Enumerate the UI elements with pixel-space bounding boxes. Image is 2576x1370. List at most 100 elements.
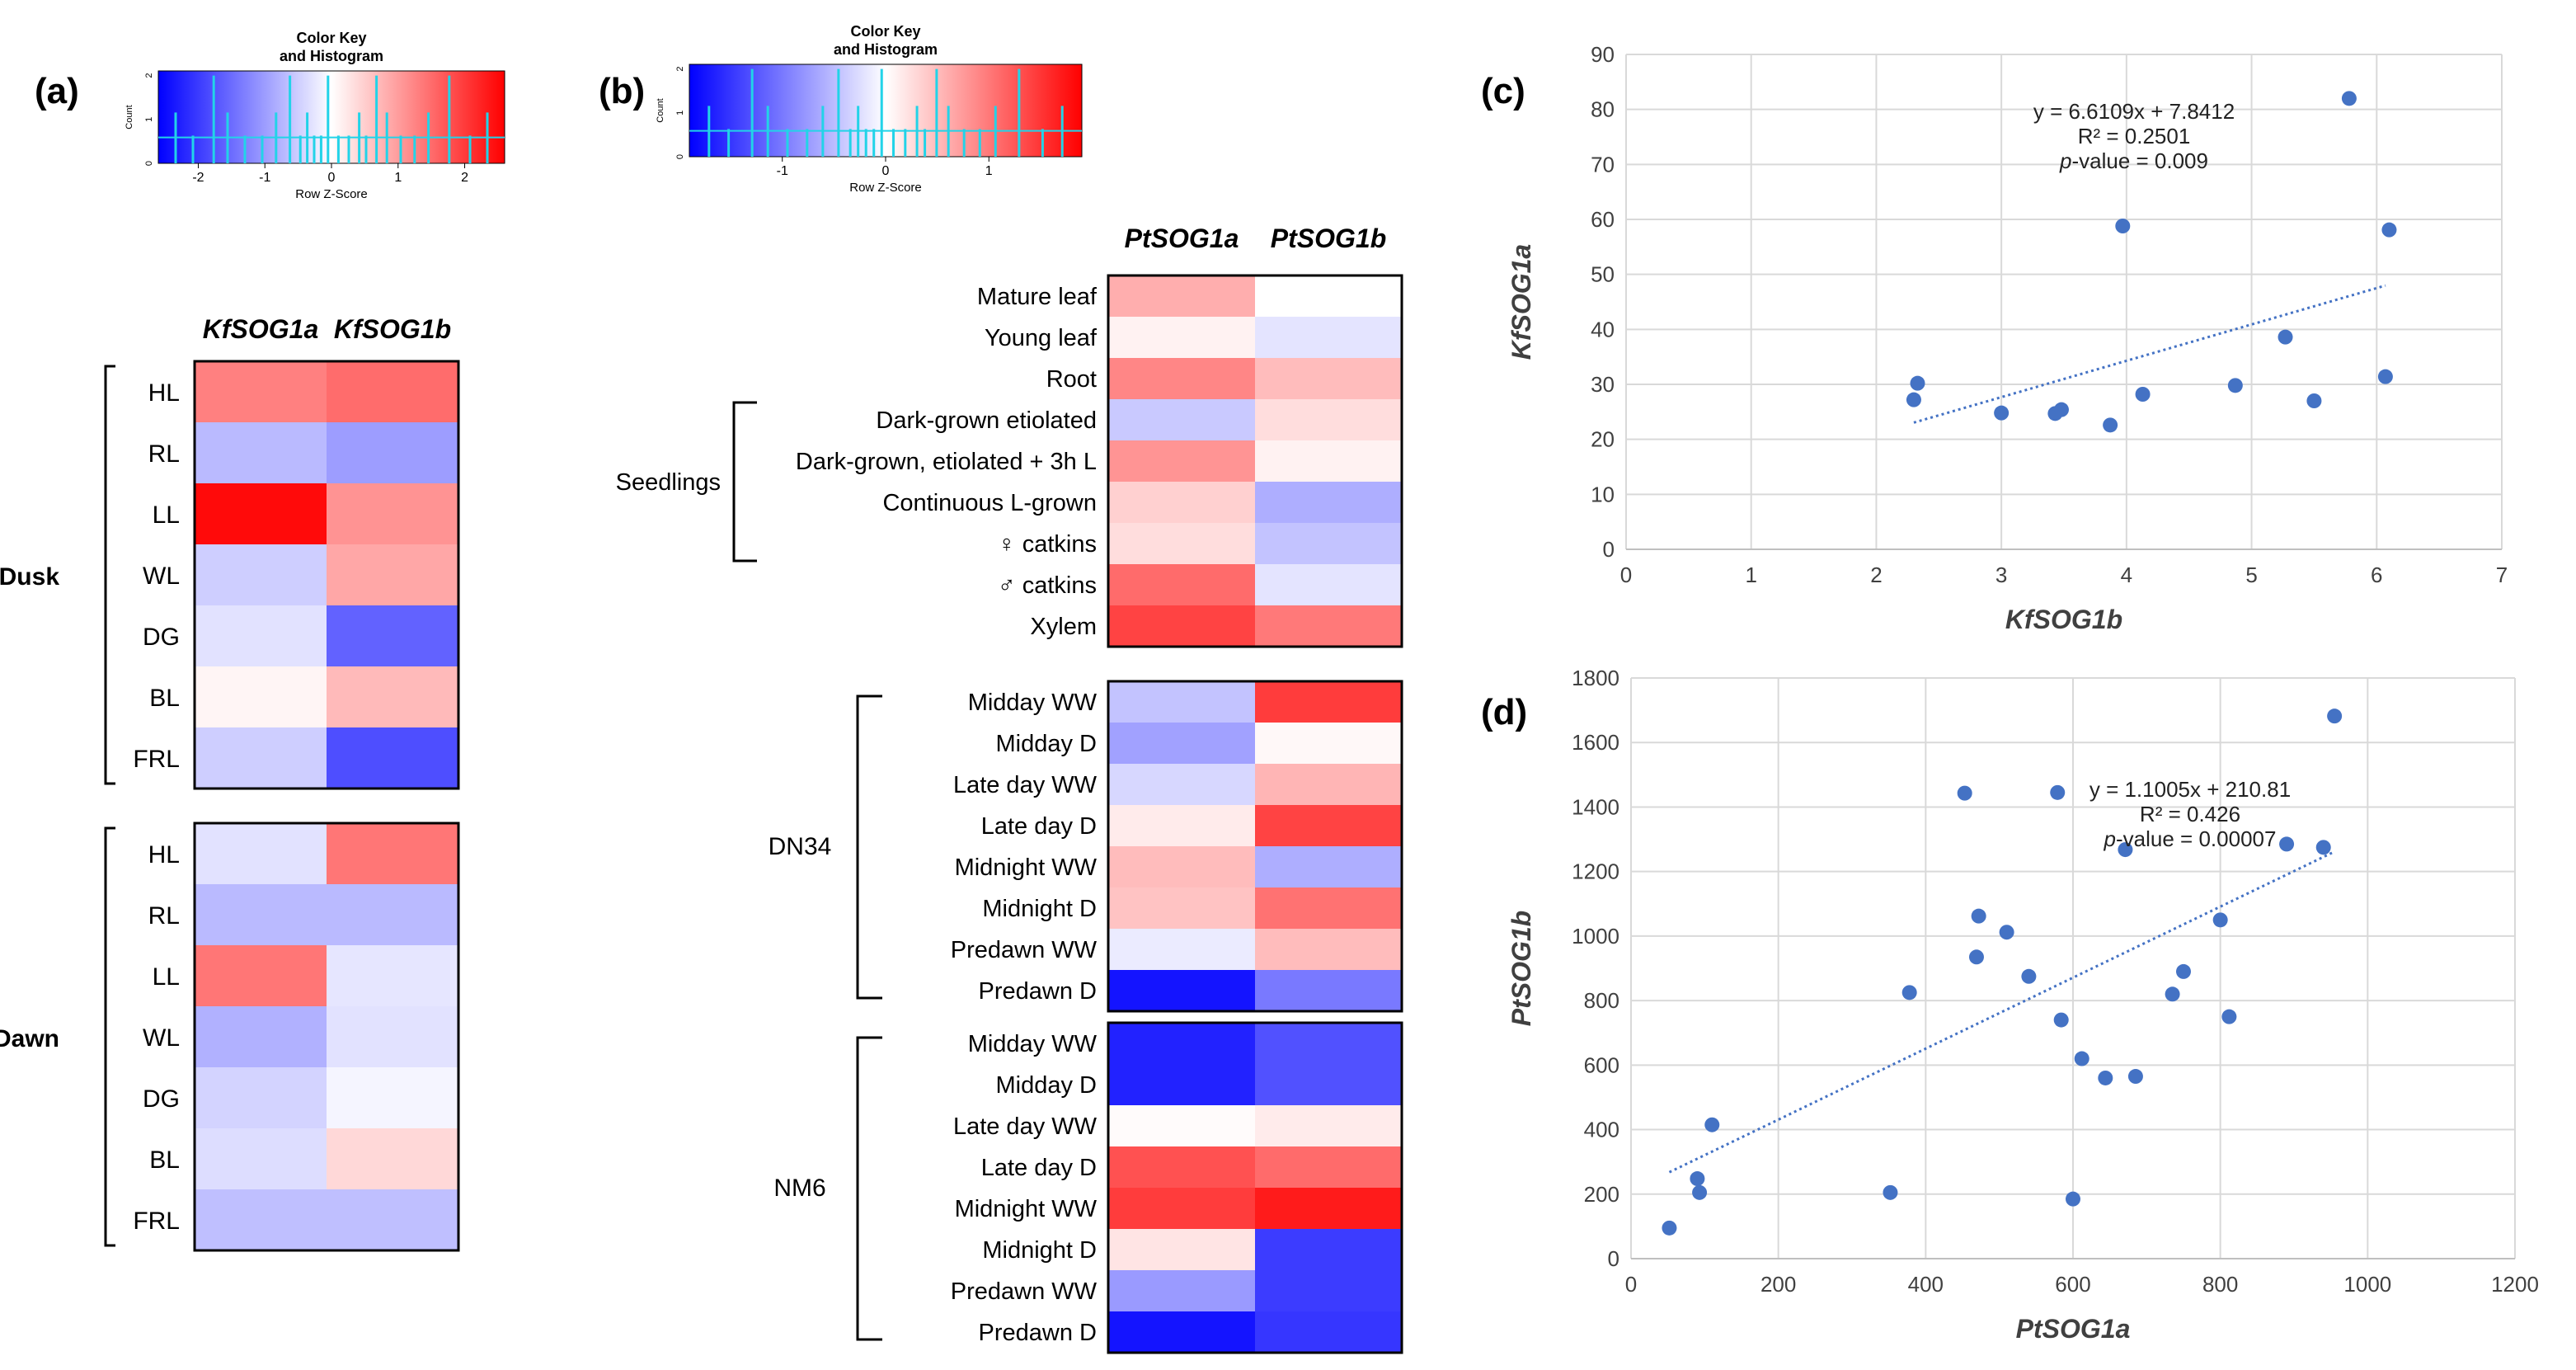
y-tick-label: 1000 [1572,924,1619,949]
heatmap-cell [1255,723,1402,764]
row-label: Midnight WW [955,854,1098,881]
row-label: Predawn D [979,1320,1097,1346]
x-tick-label: 4 [2121,563,2132,587]
y-tick-label: 1400 [1572,794,1619,819]
row-label: Xylem [1030,614,1097,640]
x-tick-label: 600 [2055,1272,2090,1297]
x-tick-label: 1200 [2491,1272,2539,1297]
heatmap-cell [1108,970,1255,1011]
color-key-xtick: 1 [985,164,993,178]
color-key-a: Color Key and Histogram Count 0 1 2 -2 -1 0 1 2 Row… [125,30,505,201]
heatmap-cell [195,1189,327,1250]
row-label: Midday D [996,731,1098,757]
heatmap-cell [327,605,458,666]
data-point [2278,329,2293,345]
row-label: DG [143,1085,180,1113]
group-label: Dawn [0,1025,59,1052]
heatmap-cell [327,1189,458,1250]
data-point [1999,925,2014,940]
data-point [1906,392,1921,407]
x-tick-label: 0 [1620,563,1632,587]
panel-label-d: (d) [1481,692,1527,732]
data-point [2227,378,2243,393]
heatmap-border [193,822,460,1252]
row-label: Young leaf [985,325,1098,351]
r-squared: R² = 0.426 [2140,802,2240,826]
color-key-xlabel: Row Z-Score [295,187,368,201]
heatmap-cell [1255,358,1402,399]
color-key-xtick: 0 [328,171,336,185]
row-label: Mature leaf [977,284,1098,310]
heatmap-cell [327,945,458,1006]
scatter-chart-c: 0 10 20 30 40 50 60 70 80 90 0 1 2 3 4 5 6 7 KfSOG1b KfSOG1… [1507,42,2508,634]
row-label: ♂ catkins [998,572,1097,599]
heatmap-cell [1108,564,1255,605]
data-point [2021,968,2037,984]
heatmap-b-headers: PtSOG1a PtSOG1b [1125,224,1387,253]
row-label: FRL [133,1208,180,1235]
row-label: Late day WW [953,772,1098,798]
group-bracket [856,694,882,1000]
data-point [2176,963,2191,979]
data-point [2115,219,2131,233]
heatmap-cell [195,422,327,483]
p-value-symbol: p [2104,826,2116,851]
heatmap-cell [1255,681,1402,723]
heatmap-cell [195,727,327,789]
data-point [1901,985,1917,1000]
color-key-xlabel: Row Z-Score [849,181,922,195]
color-key-bar [157,70,505,164]
data-point [2074,1051,2089,1066]
x-tick-label: 1 [1745,563,1756,587]
heatmap-cell [1255,929,1402,970]
heatmap-cell [327,544,458,605]
trendline-equation: y = 6.6109x + 7.8412 [2033,99,2235,124]
heatmap-cell [1108,1270,1255,1311]
data-point [1704,1117,1720,1132]
heatmap-b: Mature leaf Young leaf Root Dark-grown etio… [616,274,1403,1354]
row-label: Midday D [996,1072,1098,1099]
x-tick-label: 2 [1870,563,1882,587]
p-value-text: -value = 0.00007 [2116,826,2276,851]
heatmap-cell [327,483,458,544]
heatmap-cell [1108,1105,1255,1146]
y-tick-label: 30 [1591,372,1615,397]
data-point [1968,949,1984,965]
row-label: Predawn WW [951,937,1098,963]
heatmap-cell [1255,1064,1402,1105]
row-label: ♀ catkins [998,531,1097,558]
color-key-xtick: -1 [777,164,788,178]
data-point [2127,1069,2143,1085]
data-point [1690,1171,1705,1187]
heatmap-cell [1108,1064,1255,1105]
heatmap-cell [195,1006,327,1067]
row-label: Midday WW [968,690,1098,716]
y-tick-label: 10 [1591,482,1615,506]
row-label: Dark-grown, etiolated + 3h L [796,449,1097,475]
row-label: Midday WW [968,1031,1098,1057]
heatmap-cell [1255,1188,1402,1229]
heatmap-cell [1108,399,1255,440]
scatter-chart-d: 0 200 400 600 800 1000 1200 1400 1600 1800 0 200 400… [1507,666,2539,1344]
y-axis-label: KfSOG1a [1507,244,1536,360]
heatmap-cell [327,1128,458,1189]
heatmap-cell [1255,523,1402,564]
row-label: HL [148,379,180,407]
heatmap-cell [195,605,327,666]
data-point [2053,402,2069,417]
heatmap-cell [195,823,327,884]
row-label: Dark-grown etiolated [876,407,1097,434]
heatmap-cell [1108,317,1255,358]
row-label: Midnight D [982,896,1097,922]
y-tick-label: 1200 [1572,859,1619,884]
p-value: p-value = 0.00007 [2104,826,2277,851]
color-key-subtitle: and Histogram [280,48,383,64]
heatmap-cell [195,666,327,727]
data-point [2381,222,2397,238]
heatmap-cell [1108,723,1255,764]
row-label: WL [143,1024,180,1052]
heatmap-cell [327,884,458,945]
column-header-KfSOG1a: KfSOG1a [203,314,318,344]
y-tick-label: 400 [1584,1118,1619,1142]
group-bracket [104,365,115,785]
